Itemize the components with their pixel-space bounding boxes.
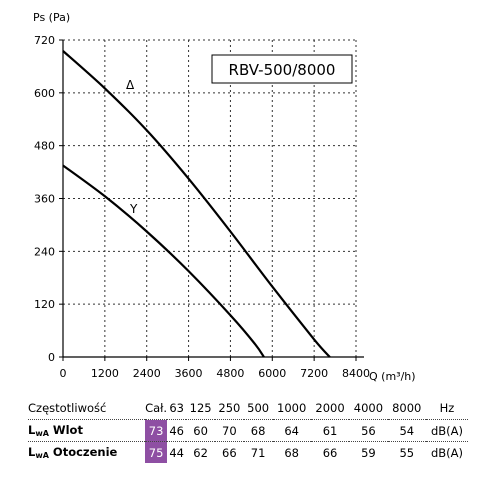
table-header-cell: Hz (425, 397, 468, 420)
chart-series: ΔY (62, 50, 331, 358)
unit-cell: dB(A) (430, 445, 463, 460)
band-value-cell: 64 (272, 419, 311, 442)
chart-axes (59, 39, 364, 361)
model-label-box (211, 54, 353, 84)
table-header-cell: Częstotliwość (28, 397, 146, 420)
total-value-cell: 75 (145, 441, 168, 463)
x-tick-label: 6000 (258, 367, 286, 380)
table-header-cell: 250 (215, 397, 244, 420)
series-label: Y (129, 202, 138, 216)
chart-grid (63, 39, 357, 357)
x-tick-label: 0 (60, 367, 67, 380)
sound-power-table: Częstotliwość Cał. 63 125 250 500 1000 2000 4000… (28, 397, 468, 463)
x-tick-label: 7200 (300, 367, 328, 380)
band-value-cell: 55 (399, 445, 415, 460)
total-value-cell: 73 (145, 419, 168, 442)
band-value-cell: 68 (243, 419, 273, 442)
y-tick-label: 240 (34, 245, 55, 258)
band-value-cell: 59 (361, 445, 376, 460)
x-axis-title: Q (m³/h) (369, 370, 416, 383)
table-header-cell: 500 (243, 397, 273, 420)
x-tick-label: 2400 (133, 367, 161, 380)
y-tick-label: 0 (48, 351, 55, 364)
x-tick-label: 4800 (216, 367, 244, 380)
table-header-row: Częstotliwość Cał. 63 125 250 500 1000 2000 4000… (28, 397, 468, 420)
y-tick-label: 720 (34, 34, 55, 47)
x-tick-label: 3600 (175, 367, 203, 380)
y-tick-label: 600 (34, 87, 55, 100)
series-curve-star (62, 164, 265, 358)
band-value-cell: 66 (322, 445, 338, 460)
table-header-cell: Cał. (145, 397, 168, 420)
y-axis-title: Ps (Pa) (33, 11, 70, 24)
row-label: LwA Wlot (28, 419, 146, 442)
table-header-cell: 1000 (272, 397, 311, 420)
model-label: RBV-500/8000 (229, 61, 336, 79)
band-value-cell: 44 (169, 445, 184, 460)
row-label: LwA Otoczenie (28, 445, 118, 460)
series-curve-delta (62, 50, 331, 358)
band-value-cell: 54 (387, 419, 426, 442)
fan-performance-chart: 0 1200 2400 3600 4800 6000 7200 8400 0 120 240 360 4… (33, 11, 416, 383)
unit-cell: dB(A) (425, 419, 468, 442)
band-value-cell: 70 (215, 419, 244, 442)
band-value-cell: 56 (349, 419, 388, 442)
series-label: Δ (126, 78, 135, 92)
table-row: LwA Otoczenie 75 44 62 66 71 68 66 59 55 dB(A) (28, 441, 468, 463)
band-value-cell: 61 (310, 419, 350, 442)
band-value-cell: 46 (167, 419, 187, 442)
table-header-cell: 2000 (310, 397, 350, 420)
y-tick-label: 360 (34, 193, 55, 206)
y-tick-label: 120 (34, 298, 55, 311)
band-value-cell: 68 (284, 445, 299, 460)
band-value-cell: 62 (193, 445, 208, 460)
band-value-cell: 71 (250, 445, 266, 460)
table-header-cell: 4000 (349, 397, 388, 420)
x-tick-label: 1200 (91, 367, 119, 380)
band-value-cell: 66 (222, 445, 237, 460)
x-tick-label: 8400 (342, 367, 370, 380)
table-row: LwA Wlot 73 46 60 70 68 64 61 56 54 dB(A) (28, 419, 468, 442)
table-header-cell: 63 (167, 397, 187, 420)
chart-tick-labels: 0 1200 2400 3600 4800 6000 7200 8400 0 120 240 360 4… (34, 34, 370, 380)
table-header-cell: 125 (186, 397, 215, 420)
table-header-cell: 8000 (387, 397, 426, 420)
y-tick-label: 480 (34, 140, 55, 153)
band-value-cell: 60 (186, 419, 215, 442)
